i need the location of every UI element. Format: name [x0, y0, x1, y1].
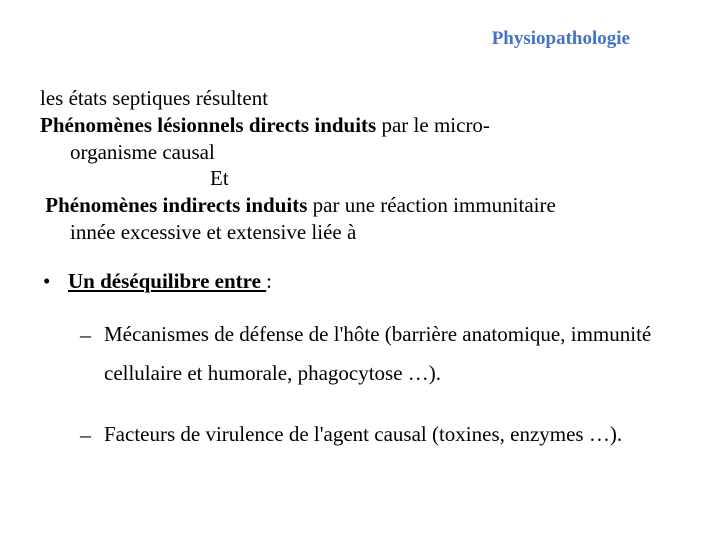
- line-indirect-1: Phénomènes indirects induits par une réa…: [40, 193, 680, 218]
- bullet1-colon: :: [266, 269, 272, 293]
- sub-text-2: Facteurs de virulence de l'agent causal …: [104, 415, 622, 456]
- bullet-level2-item-2: – Facteurs de virulence de l'agent causa…: [40, 415, 680, 456]
- bullet-level2-item-1: – Mécanismes de défense de l'hôte (barri…: [40, 315, 680, 393]
- bullet1-text: Un déséquilibre entre: [68, 269, 266, 293]
- line-intro: les états septiques résultent: [40, 86, 680, 111]
- direct-bold: Phénomènes lésionnels directs induits: [40, 113, 376, 137]
- indirect-bold: Phénomènes indirects induits: [45, 193, 312, 217]
- line-et: Et: [40, 166, 680, 191]
- line-indirect-2: innée excessive et extensive liée à: [40, 220, 680, 245]
- indirect-tail: par une réaction immunitaire: [313, 193, 556, 217]
- line-direct-1: Phénomènes lésionnels directs induits pa…: [40, 113, 680, 138]
- slide-body: les états septiques résultent Phénomènes…: [40, 86, 680, 456]
- bullet1-content: Un déséquilibre entre :: [68, 269, 272, 294]
- sub-marker-2: –: [80, 415, 104, 456]
- sub-text-1: Mécanismes de défense de l'hôte (barrièr…: [104, 315, 680, 393]
- slide-title: Physiopathologie: [492, 28, 630, 49]
- line-direct-2: organisme causal: [40, 140, 680, 165]
- direct-tail: par le micro-: [376, 113, 490, 137]
- sub-marker-1: –: [80, 315, 104, 393]
- slide-title-container: Physiopathologie: [40, 28, 680, 50]
- bullet-level1: • Un déséquilibre entre :: [40, 269, 680, 294]
- slide: Physiopathologie les états septiques rés…: [0, 0, 720, 540]
- bullet1-marker: •: [40, 269, 68, 294]
